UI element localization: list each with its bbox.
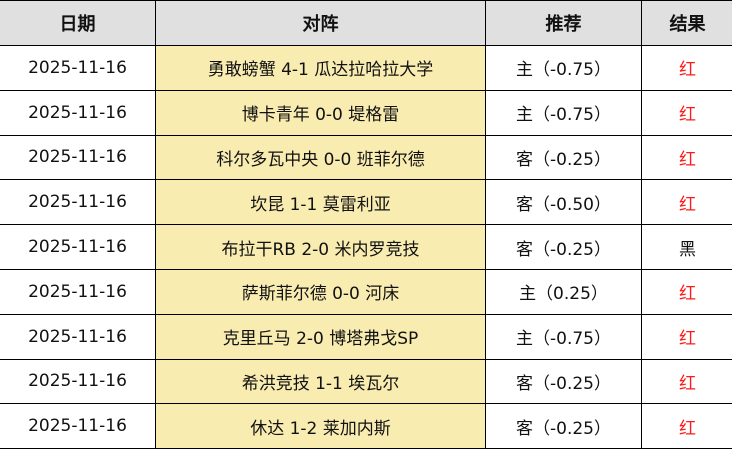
cell-result: 红 — [642, 404, 732, 449]
cell-match: 休达 1-2 莱加内斯 — [156, 404, 486, 449]
cell-result: 黑 — [642, 225, 732, 270]
cell-match: 科尔多瓦中央 0-0 班菲尔德 — [156, 135, 486, 180]
cell-pick: 客（-0.50） — [486, 180, 642, 225]
header-result: 结果 — [642, 1, 732, 46]
cell-match: 克里丘马 2-0 博塔弗戈SP — [156, 314, 486, 359]
cell-result: 红 — [642, 314, 732, 359]
cell-pick: 客（-0.25） — [486, 225, 642, 270]
cell-pick: 客（-0.25） — [486, 404, 642, 449]
cell-date: 2025-11-16 — [0, 404, 156, 449]
header-row: 日期 对阵 推荐 结果 — [0, 1, 732, 46]
cell-date: 2025-11-16 — [0, 225, 156, 270]
cell-result: 红 — [642, 269, 732, 314]
cell-pick: 客（-0.25） — [486, 135, 642, 180]
cell-match: 布拉干RB 2-0 米内罗竞技 — [156, 225, 486, 270]
cell-pick: 主（0.25） — [486, 269, 642, 314]
cell-match: 勇敢螃蟹 4-1 瓜达拉哈拉大学 — [156, 46, 486, 91]
header-match: 对阵 — [156, 1, 486, 46]
cell-date: 2025-11-16 — [0, 269, 156, 314]
cell-pick: 主（-0.75） — [486, 46, 642, 91]
cell-result: 红 — [642, 180, 732, 225]
cell-date: 2025-11-16 — [0, 180, 156, 225]
cell-result: 红 — [642, 90, 732, 135]
header-pick: 推荐 — [486, 1, 642, 46]
cell-match: 希洪竞技 1-1 埃瓦尔 — [156, 359, 486, 404]
cell-date: 2025-11-16 — [0, 314, 156, 359]
cell-match: 萨斯菲尔德 0-0 河床 — [156, 269, 486, 314]
cell-pick: 主（-0.75） — [486, 90, 642, 135]
cell-date: 2025-11-16 — [0, 359, 156, 404]
cell-result: 红 — [642, 359, 732, 404]
cell-result: 红 — [642, 46, 732, 91]
cell-date: 2025-11-16 — [0, 135, 156, 180]
cell-match: 博卡青年 0-0 堤格雷 — [156, 90, 486, 135]
cell-pick: 主（-0.75） — [486, 314, 642, 359]
cell-pick: 客（-0.25） — [486, 359, 642, 404]
header-date: 日期 — [0, 1, 156, 46]
cell-result: 红 — [642, 135, 732, 180]
cell-match: 坎昆 1-1 莫雷利亚 — [156, 180, 486, 225]
cell-date: 2025-11-16 — [0, 90, 156, 135]
cell-date: 2025-11-16 — [0, 46, 156, 91]
